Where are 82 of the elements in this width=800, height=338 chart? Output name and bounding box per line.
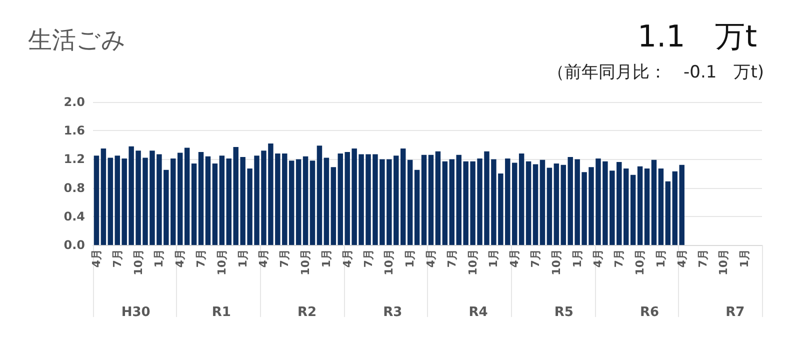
x-tick-label: 7月 <box>278 249 292 268</box>
x-tick-label: 1月 <box>570 249 584 268</box>
x-tick-label: 10月 <box>215 249 228 276</box>
x-tick-label: 7月 <box>445 249 458 268</box>
bar <box>414 170 420 245</box>
y-tick-label: 1.6 <box>64 124 85 138</box>
text: R7 <box>726 305 745 320</box>
bar <box>198 152 204 245</box>
x-tick-label: 4月 <box>340 249 354 268</box>
bar <box>518 153 524 245</box>
x-tick-label: 1月 <box>236 249 250 268</box>
x-tick-label: 10月 <box>634 249 647 276</box>
x-tick-label: 1月 <box>654 249 668 268</box>
bar <box>526 161 532 245</box>
x-tick-label: 4月 <box>592 249 605 268</box>
bar <box>407 160 413 245</box>
x-tick-label: 1月 <box>487 249 500 268</box>
chart-subtitle: 1.1 万t <box>638 20 758 54</box>
bar <box>421 154 427 245</box>
x-tick-label: 7月 <box>110 249 124 268</box>
x-tick-label: 4月 <box>257 249 270 268</box>
bar <box>212 163 218 245</box>
y-tick-label: 0.4 <box>64 209 85 224</box>
bar <box>428 154 434 245</box>
bar <box>94 156 100 245</box>
x-tick-label: 1月 <box>738 249 752 268</box>
x-tick-label: 10月 <box>717 249 730 276</box>
bar <box>435 151 441 245</box>
x-tick-label: 1月 <box>404 249 417 268</box>
bar <box>651 160 657 245</box>
y-tick-label: 2.0 <box>64 95 85 109</box>
x-tick-label: 7月 <box>612 249 626 268</box>
bar <box>546 168 552 245</box>
bar <box>665 181 671 245</box>
x-tick-label: 10月 <box>132 249 145 276</box>
bar <box>100 148 106 245</box>
x-tick-label: 7月 <box>362 249 375 268</box>
text: H30 <box>121 305 150 320</box>
x-tick-label: 4月 <box>174 249 187 268</box>
text: R5 <box>554 305 574 320</box>
x-tick-label: 10月 <box>382 249 396 276</box>
text: R3 <box>383 305 402 320</box>
bar <box>191 163 197 245</box>
bar <box>637 166 643 245</box>
x-tick-label: 4月 <box>675 249 688 268</box>
bar <box>540 160 546 245</box>
bar <box>554 163 560 245</box>
x-tick-label: 4月 <box>90 249 103 268</box>
y-tick-label: 1.2 <box>64 152 85 166</box>
bar <box>630 174 636 245</box>
bar <box>184 148 190 245</box>
text: R6 <box>640 305 660 320</box>
bar <box>205 156 211 245</box>
bar <box>219 156 225 245</box>
x-tick-label: 10月 <box>466 249 480 276</box>
x-tick-label: 10月 <box>299 249 312 276</box>
x-tick-label: 7月 <box>194 249 208 268</box>
bar <box>442 161 448 245</box>
text: （前年同月比： -0.1 万t) <box>548 62 764 82</box>
x-tick-label: 4月 <box>424 249 438 268</box>
x-tick-label: 4月 <box>508 249 522 268</box>
text: R1 <box>212 305 231 320</box>
x-tick-label: 1月 <box>320 249 333 268</box>
bar <box>296 159 302 245</box>
bar <box>324 158 330 245</box>
chart-title: 生活ごみ <box>28 26 126 54</box>
bar <box>108 158 114 245</box>
x-tick-label: 7月 <box>529 249 542 268</box>
bar <box>330 167 336 245</box>
bar <box>644 168 650 245</box>
y-tick-label: 0.8 <box>64 180 85 195</box>
x-tick-label: 7月 <box>696 249 710 268</box>
bar <box>302 156 308 245</box>
text: R2 <box>298 305 317 320</box>
bar <box>316 146 322 245</box>
y-tick-label: 0.0 <box>64 238 85 252</box>
bar <box>658 168 664 245</box>
bar <box>310 160 316 245</box>
bar <box>532 164 538 245</box>
x-tick-label: 10月 <box>550 249 563 276</box>
text: R4 <box>468 305 488 320</box>
x-tick-label: 1月 <box>152 249 166 268</box>
